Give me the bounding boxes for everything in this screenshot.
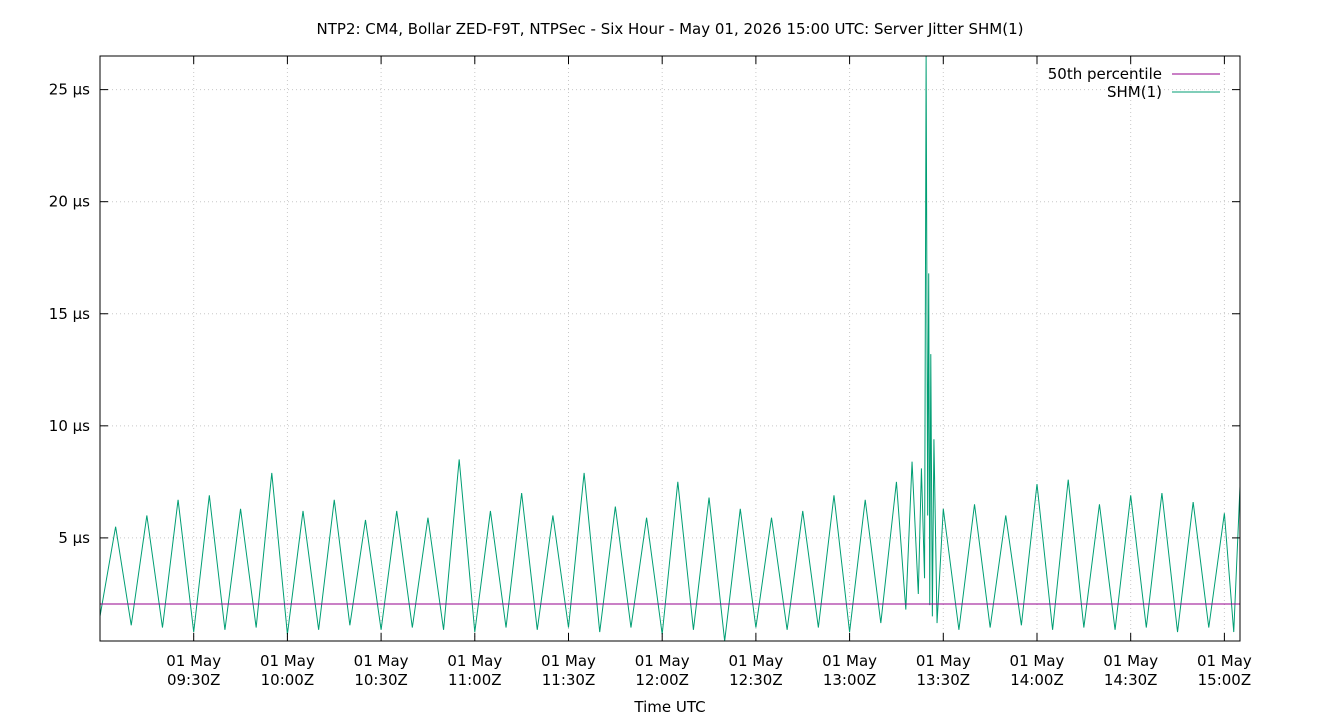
chart-title: NTP2: CM4, Bollar ZED-F9T, NTPSec - Six …: [317, 20, 1024, 38]
x-tick-label-date: 01 May: [1103, 652, 1158, 670]
series-line-shm-1: [100, 56, 1240, 641]
x-tick-label-date: 01 May: [1010, 652, 1065, 670]
x-tick-label-time: 11:00Z: [448, 671, 502, 689]
series-layer: [100, 56, 1240, 641]
x-tick-label-time: 13:00Z: [823, 671, 877, 689]
legend-label: SHM(1): [1107, 83, 1162, 101]
x-tick-label-time: 12:30Z: [729, 671, 783, 689]
y-tick-label: 10 µs: [49, 417, 90, 435]
y-tick-labels: 5 µs 10 µs 15 µs 20 µs 25 µs: [49, 81, 90, 547]
y-tick-label: 15 µs: [49, 305, 90, 323]
x-tick-label-time: 11:30Z: [542, 671, 596, 689]
x-tick-label-date: 01 May: [635, 652, 690, 670]
plot-frame: [99, 55, 1241, 642]
x-tick-label-date: 01 May: [916, 652, 971, 670]
y-tick-label: 5 µs: [58, 529, 90, 547]
x-tick-label-time: 10:00Z: [261, 671, 315, 689]
x-tick-label-date: 01 May: [260, 652, 315, 670]
x-tick-label-time: 15:00Z: [1198, 671, 1252, 689]
x-axis-label: Time UTC: [633, 698, 705, 716]
x-tick-label-date: 01 May: [728, 652, 783, 670]
x-tick-label-time: 14:00Z: [1010, 671, 1064, 689]
x-tick-label-time: 13:30Z: [917, 671, 971, 689]
axis-ticks: [100, 56, 1240, 641]
y-tick-label: 25 µs: [49, 81, 90, 99]
legend-label: 50th percentile: [1048, 65, 1162, 83]
x-tick-label-time: 14:30Z: [1104, 671, 1158, 689]
x-tick-label-date: 01 May: [166, 652, 221, 670]
x-tick-label-time: 10:30Z: [354, 671, 408, 689]
x-tick-label-date: 01 May: [541, 652, 596, 670]
x-tick-label-time: 12:00Z: [635, 671, 689, 689]
x-tick-label-date: 01 May: [1197, 652, 1252, 670]
x-tick-label-time: 09:30Z: [167, 671, 221, 689]
x-tick-label-date: 01 May: [447, 652, 502, 670]
x-tick-label-date: 01 May: [822, 652, 877, 670]
y-tick-label: 20 µs: [49, 193, 90, 211]
x-tick-label-date: 01 May: [354, 652, 409, 670]
grid-lines: [100, 56, 1240, 641]
